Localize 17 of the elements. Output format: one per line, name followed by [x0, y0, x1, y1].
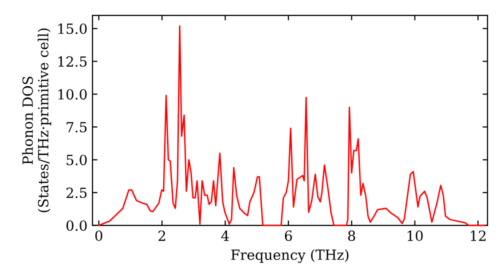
x-tick-label: 0	[95, 230, 102, 242]
x-tick-label: 4	[221, 230, 229, 241]
y-tick-label: 12.5	[58, 56, 87, 67]
y-tick-label: 0.0	[66, 220, 87, 231]
line-series	[98, 25, 486, 226]
x-tick-label: 8	[348, 230, 356, 242]
y-tick-label: 5.0	[66, 154, 87, 166]
x-tick-label: 10	[408, 230, 423, 242]
x-tick-label: 12	[470, 230, 486, 241]
y-tick-label: 2.5	[66, 188, 87, 198]
y-tick-label: 15.0	[58, 23, 87, 34]
y-tick-label: 10.0	[58, 89, 87, 100]
y-axis-title: Phonon DOS (States/THz·primitive cell)	[22, 28, 52, 212]
y-tick-label: 7.5	[66, 122, 87, 132]
x-axis-title: Frequency (THz)	[231, 249, 348, 263]
x-tick-label: 2	[158, 230, 166, 241]
x-tick-label: 6	[284, 230, 292, 242]
